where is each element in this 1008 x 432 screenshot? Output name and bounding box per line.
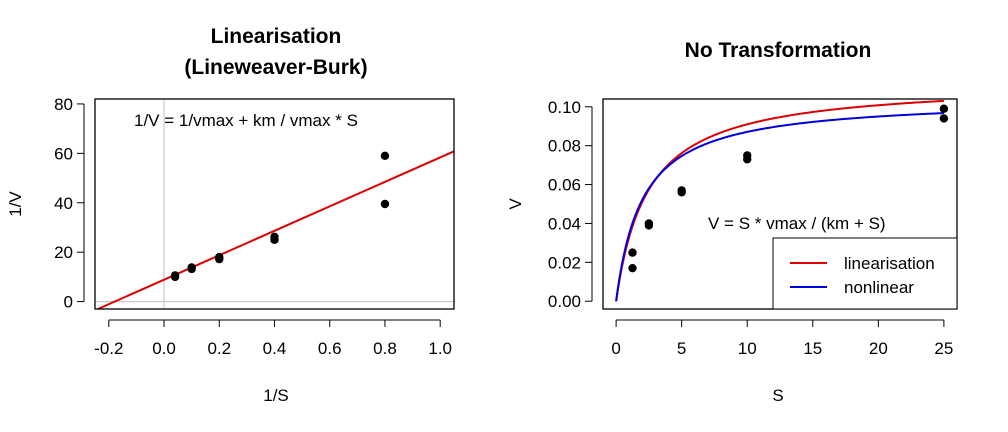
left-y-tick-label: 0 — [64, 293, 73, 312]
left-title-line1: Linearisation — [211, 25, 342, 48]
left-y-tick-label: 40 — [54, 194, 73, 213]
left-data-point — [215, 252, 224, 262]
right-data-points — [628, 104, 949, 273]
left-x-tick-label: 0.2 — [207, 339, 231, 358]
left-data-point — [380, 199, 390, 209]
left-data-point — [170, 271, 180, 280]
left-y-tick-label: 80 — [54, 95, 73, 114]
curve-linearisation — [615, 99, 944, 302]
right-y-tick-label: 0.06 — [548, 176, 581, 195]
left-x-tick-label: 0.4 — [263, 339, 287, 358]
left-x-label: 1/S — [263, 386, 289, 405]
right-data-point — [939, 114, 949, 123]
left-equation-annotation: 1/V = 1/vmax + km / vmax * S — [134, 111, 358, 130]
legend: linearisation nonlinear — [772, 237, 958, 310]
right-title: No Transformation — [685, 39, 872, 62]
no-transformation-panel: No Transformation 0 5 10 15 20 25 0.000.020.0… — [506, 39, 958, 405]
left-y-tick-label: 20 — [54, 243, 73, 262]
right-y-tick-label: 0.10 — [548, 98, 581, 117]
left-y-label: 1/V — [6, 191, 25, 217]
left-data-point — [270, 232, 279, 242]
left-title-line2: (Lineweaver-Burk) — [184, 56, 367, 79]
lineweaver-burk-panel: Linearisation (Lineweaver-Burk) -0.2 0.0 0… — [6, 25, 455, 405]
right-x-axis: 0 5 10 15 20 25 — [611, 319, 953, 358]
right-y-label: V — [506, 198, 525, 210]
right-x-tick-label: 15 — [803, 339, 822, 358]
right-data-point — [644, 219, 654, 228]
right-fit-curves — [615, 99, 944, 302]
legend-box — [772, 237, 958, 310]
left-x-axis: -0.2 0.0 0.2 0.4 0.6 0.8 1.0 — [94, 319, 452, 358]
left-y-tick-label: 60 — [54, 144, 73, 163]
right-data-point — [628, 263, 637, 273]
legend-label-linearisation: linearisation — [844, 254, 935, 273]
right-y-tick-label: 0.08 — [548, 137, 581, 156]
left-reference-lines — [95, 99, 454, 309]
legend-label-nonlinear: nonlinear — [844, 278, 914, 297]
left-y-axis: 0 20 40 60 80 — [54, 95, 85, 312]
right-y-tick-label: 0.02 — [548, 253, 581, 272]
right-x-tick-label: 0 — [611, 339, 620, 358]
left-regression-line — [97, 150, 455, 310]
right-x-tick-label: 25 — [934, 339, 953, 358]
right-x-tick-label: 10 — [738, 339, 757, 358]
left-x-tick-label: 1.0 — [428, 339, 452, 358]
left-x-tick-label: 0.6 — [318, 339, 342, 358]
right-data-point — [628, 248, 637, 257]
right-x-tick-label: 5 — [677, 339, 686, 358]
right-y-tick-label: 0.04 — [548, 214, 581, 233]
left-data-points — [170, 151, 390, 282]
left-x-tick-label: 0.8 — [373, 339, 397, 358]
right-x-tick-label: 20 — [869, 339, 888, 358]
right-data-point — [743, 151, 752, 160]
right-x-label: S — [772, 386, 783, 405]
curve-nonlinear — [615, 112, 944, 302]
left-plot-frame — [94, 98, 455, 310]
left-data-point — [187, 263, 196, 272]
right-y-tick-label: 0.00 — [548, 292, 581, 311]
left-data-point — [380, 151, 390, 161]
left-x-tick-label: -0.2 — [94, 339, 123, 358]
right-equation-annotation: V = S * vmax / (km + S) — [708, 214, 886, 233]
left-fit-line — [97, 150, 455, 310]
right-data-point — [939, 104, 949, 113]
right-data-point — [677, 186, 686, 195]
right-y-axis: 0.00 0.02 0.04 0.06 0.08 0.10 — [548, 98, 593, 311]
left-x-tick-label: 0.0 — [152, 339, 176, 358]
